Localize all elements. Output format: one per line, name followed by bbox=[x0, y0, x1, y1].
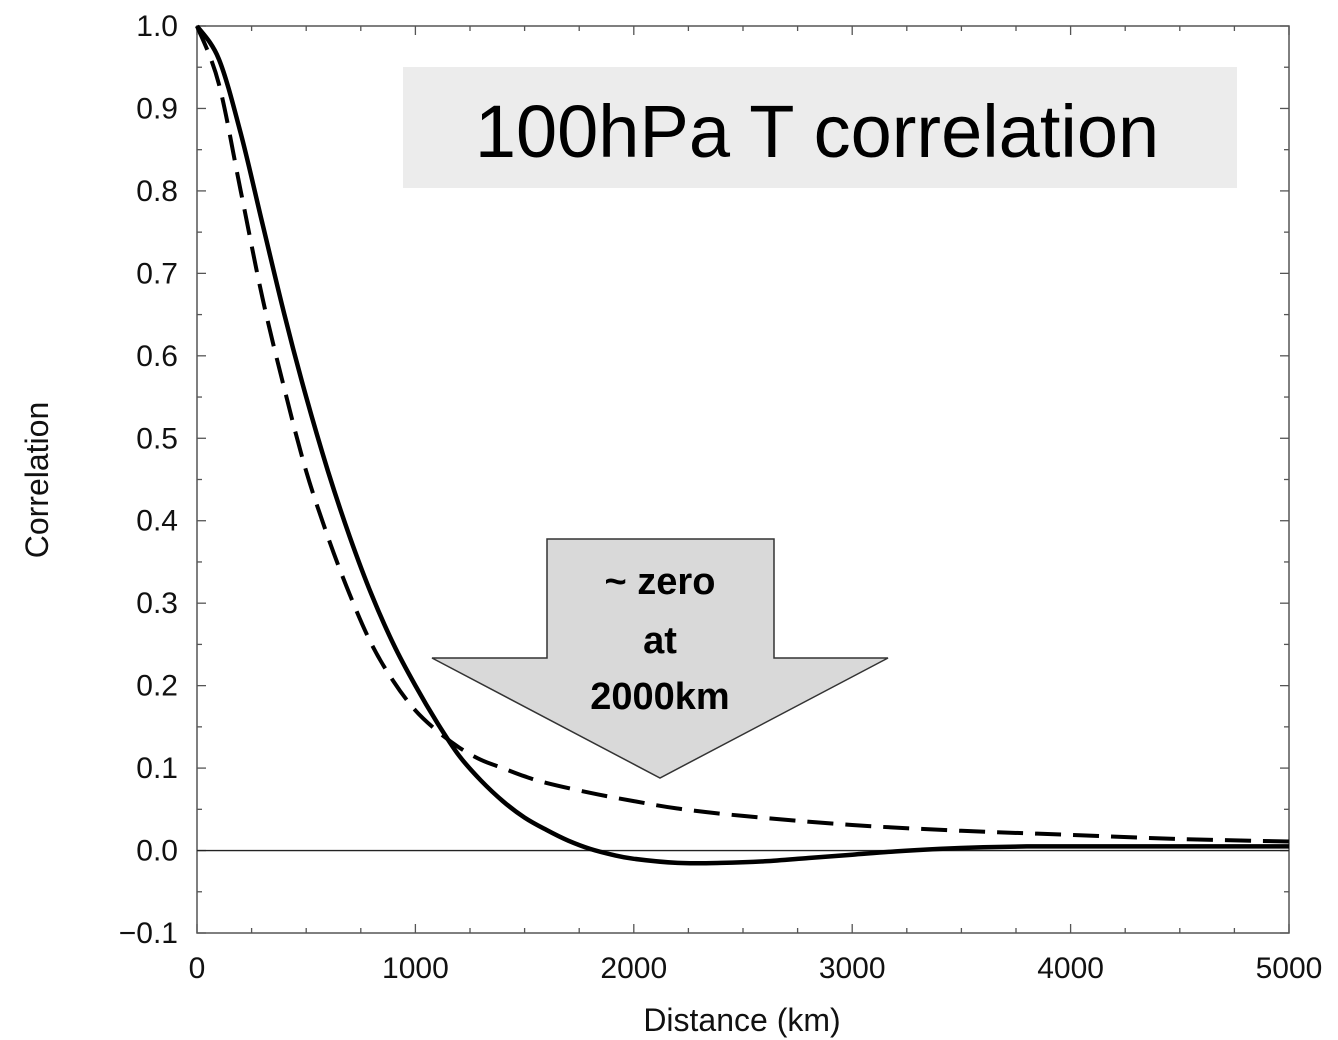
y-tick-label: 0.3 bbox=[136, 587, 178, 620]
y-tick-label: 0.2 bbox=[136, 670, 178, 703]
x-tick-label: 1000 bbox=[382, 952, 449, 985]
solid-correlation-line bbox=[195, 24, 1289, 866]
y-tick-label: 0.7 bbox=[136, 257, 178, 290]
x-tick-label: 3000 bbox=[819, 952, 886, 985]
chart-title-background bbox=[403, 67, 1237, 188]
x-tick-label: 0 bbox=[189, 952, 206, 985]
y-axis-title: Correlation bbox=[19, 402, 55, 559]
dashed-correlation-line bbox=[195, 25, 1290, 844]
x-tick-labels: 0 1000 2000 3000 4000 5000 bbox=[189, 952, 1323, 985]
y-tick-label: 0.0 bbox=[136, 835, 178, 868]
y-tick-labels: −0.1 0.0 0.1 0.2 0.3 0.4 0.5 0.6 0.7 0.8 0.9 1.0 bbox=[119, 10, 178, 950]
y-tick-label: 0.4 bbox=[136, 505, 178, 538]
x-axis-title: Distance (km) bbox=[643, 1002, 840, 1038]
annotation-arrow: ~ zero at 2000km bbox=[431, 538, 889, 779]
x-tick-label: 5000 bbox=[1256, 952, 1323, 985]
x-tick-label: 2000 bbox=[600, 952, 667, 985]
axis-ticks bbox=[196, 25, 1290, 934]
y-tick-label: 0.9 bbox=[136, 92, 178, 125]
y-tick-label: 0.8 bbox=[136, 175, 178, 208]
y-tick-label: −0.1 bbox=[119, 917, 178, 950]
chart-title-box: 100hPa T correlation bbox=[403, 67, 1237, 188]
chart-title: 100hPa T correlation bbox=[475, 90, 1159, 173]
x-tick-label: 4000 bbox=[1037, 952, 1104, 985]
annotation-line-2: at bbox=[643, 620, 677, 662]
y-tick-label: 1.0 bbox=[136, 10, 178, 43]
y-tick-label: 0.6 bbox=[136, 340, 178, 373]
annotation-line-1: ~ zero bbox=[605, 561, 716, 603]
y-tick-label: 0.5 bbox=[136, 422, 178, 455]
series-layer bbox=[195, 24, 1290, 866]
annotation-line-3: 2000km bbox=[590, 676, 729, 718]
y-tick-label: 0.1 bbox=[136, 752, 178, 785]
down-arrow-shape bbox=[431, 538, 889, 779]
